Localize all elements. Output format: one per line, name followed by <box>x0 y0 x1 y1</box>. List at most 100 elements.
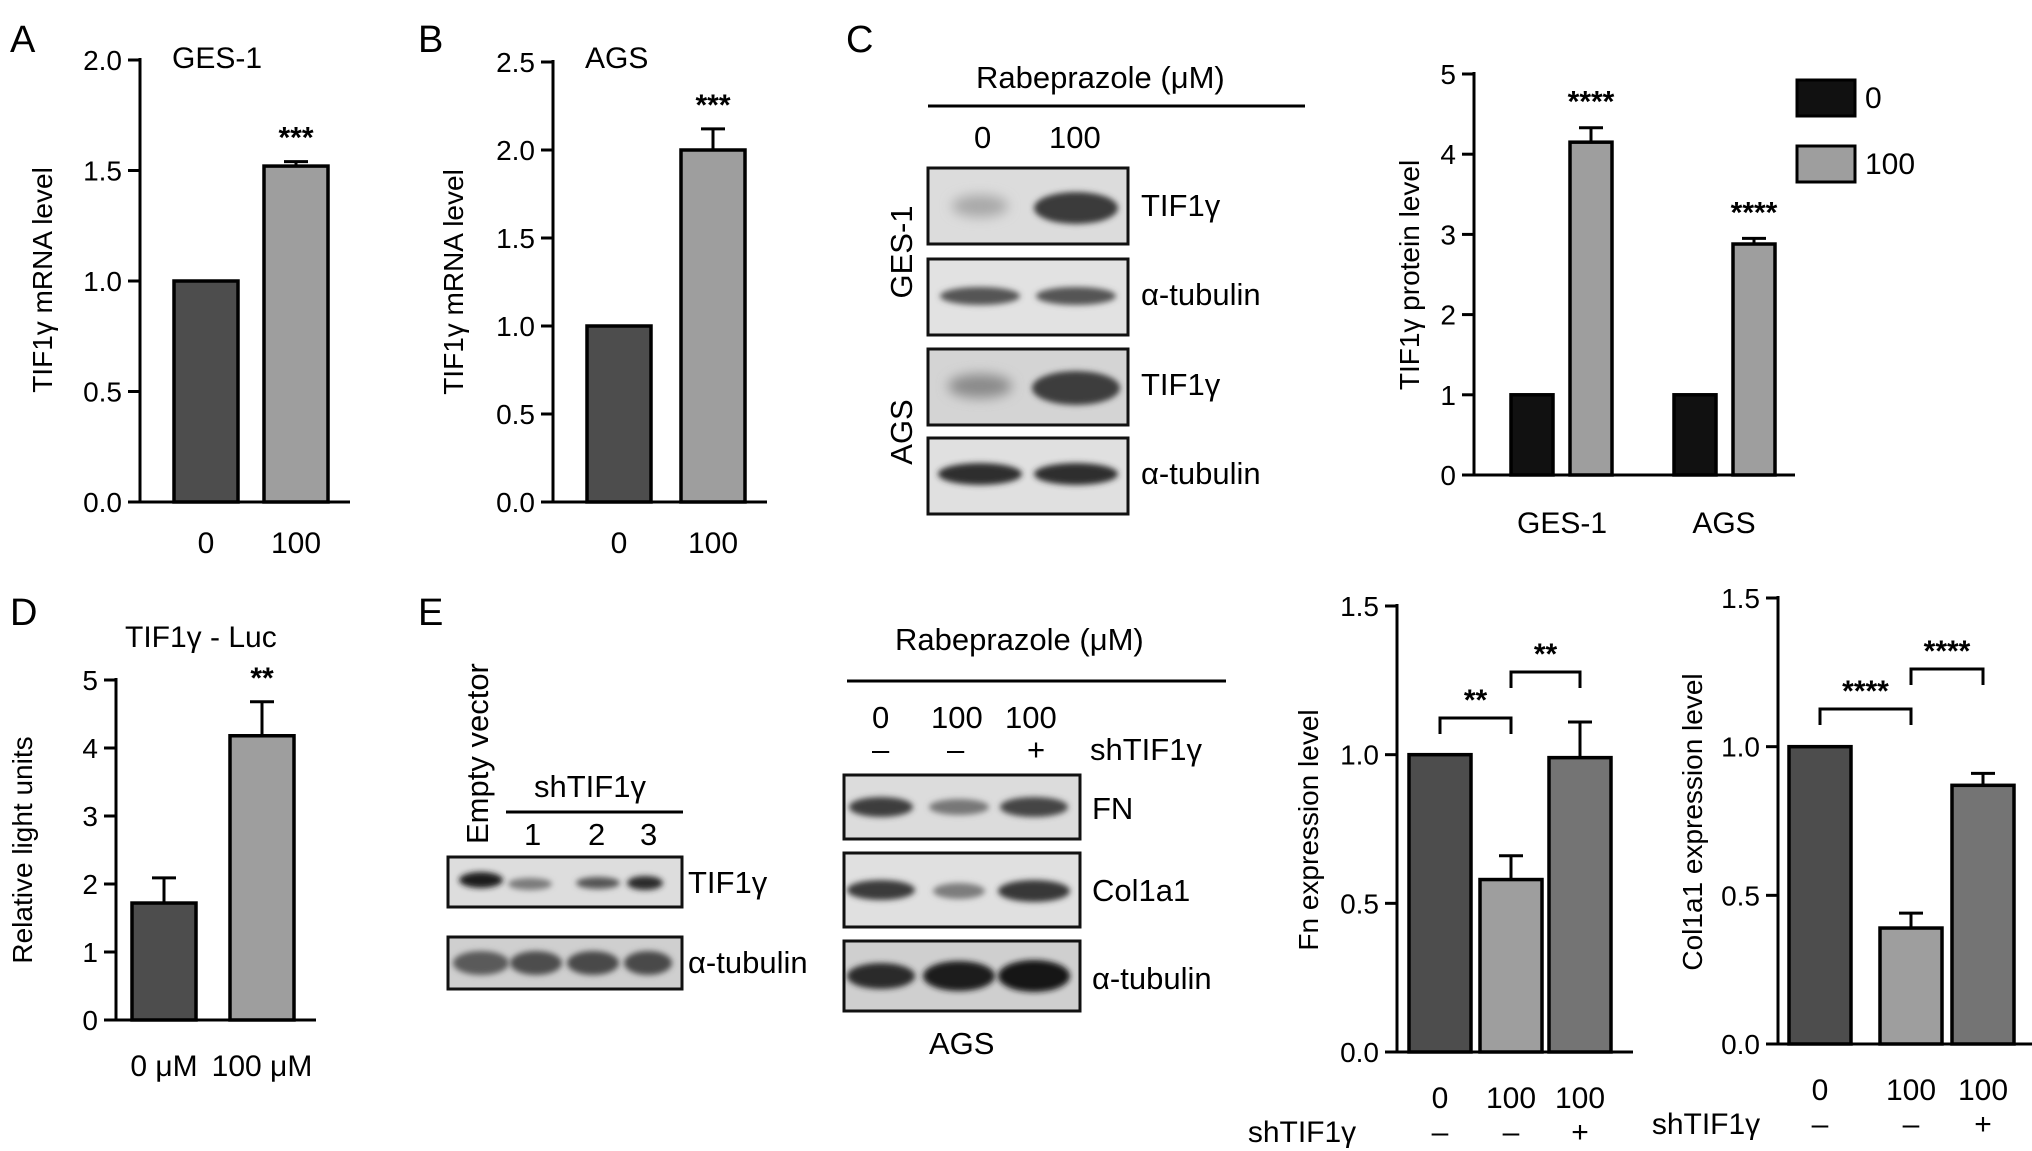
y-tick-label: 2.0 <box>496 135 535 166</box>
panel-label-a: A <box>10 19 36 61</box>
x-tick-label: 0 <box>611 527 628 560</box>
blot-c-cellline-ges1: GES-1 <box>884 205 919 298</box>
significance-bracket <box>1818 707 1913 725</box>
blot-e-lane-2: 2 <box>588 817 605 852</box>
significance-bracket <box>1909 667 1985 685</box>
blot-e-empty-vector: Empty vector <box>460 663 495 844</box>
x-tick-label: 100 <box>1486 1082 1536 1115</box>
y-tick-label: 1 <box>1440 380 1456 411</box>
x-tick-label: 100 <box>688 527 738 560</box>
chart-title: AGS <box>585 42 648 75</box>
bar <box>1731 242 1777 477</box>
y-tick-label: 0.0 <box>83 487 122 518</box>
significance-label: ** <box>250 662 274 695</box>
bar <box>1950 783 2016 1046</box>
blot-e-right-dose-1: 100 <box>931 700 983 735</box>
blot-e-right-dose-2: 100 <box>1005 700 1057 735</box>
blot-e-left: Empty vector shTIF1γ 1 2 3 TIF1γ α-tubul… <box>446 663 808 991</box>
y-axis-label: TIF1γ mRNA level <box>438 169 469 395</box>
y-tick-label: 3 <box>1440 219 1456 250</box>
y-tick-label: 1.0 <box>83 266 122 297</box>
blot-c-header: Rabeprazole (μM) <box>976 60 1225 95</box>
y-tick-label: 1.5 <box>1340 591 1379 622</box>
panel-label-c: C <box>846 19 873 61</box>
y-tick-label: 0 <box>82 1005 98 1036</box>
y-tick-label: 0.5 <box>1340 888 1379 919</box>
y-axis-label: TIF1γ mRNA level <box>27 167 58 393</box>
bar <box>1787 744 1853 1046</box>
blot-e-right-sign-2: + <box>1027 732 1045 767</box>
y-tick-label: 0.5 <box>83 377 122 408</box>
y-tick-label: 4 <box>82 733 98 764</box>
blot-e-right-cellline: AGS <box>929 1026 994 1061</box>
y-tick-label: 1 <box>82 937 98 968</box>
bar <box>1478 877 1544 1054</box>
bar <box>172 279 240 504</box>
x-tick-label: 0 <box>1432 1082 1449 1115</box>
y-tick-label: 4 <box>1440 139 1456 170</box>
shtif1g-row-label: shTIF1γ <box>1248 1116 1356 1149</box>
blot-e-right-header: Rabeprazole (μM) <box>895 622 1144 657</box>
chart-title: TIF1γ - Luc <box>125 621 277 654</box>
panel-label-d: D <box>10 592 37 634</box>
blot-c-strip-ges1-tubulin <box>926 257 1130 337</box>
x-tick-label: 100 μM <box>212 1050 313 1083</box>
blot-e-left-strip-tubulin <box>446 935 684 991</box>
y-tick-label: 0 <box>1440 460 1456 491</box>
bar <box>262 164 330 504</box>
x-tick-label: 100 <box>1886 1074 1936 1107</box>
panel-label-e: E <box>418 592 443 634</box>
blot-e-lane-1: 1 <box>524 817 541 852</box>
chart-title: GES-1 <box>172 42 262 75</box>
blot-e-left-band-label-1: α-tubulin <box>688 945 808 980</box>
blot-c-band-label-0: TIF1γ <box>1141 188 1221 223</box>
chart-d-luciferase: 0 1 2 3 4 5 Relative light units TIF1γ - Luc 0 μ… <box>7 621 316 1083</box>
treatment-sign: – <box>1812 1108 1829 1141</box>
y-axis-label: Col1a1 expression level <box>1677 673 1708 970</box>
blot-c-band-label-2: TIF1γ <box>1141 367 1221 402</box>
significance-label: *** <box>278 122 313 155</box>
chart-c-protein-level: 0 1 2 3 4 5 TIF1γ protein level **** GES-1 **** AG… <box>1394 59 1795 540</box>
blot-c-lane-100: 100 <box>1049 120 1101 155</box>
y-tick-label: 2 <box>1440 300 1456 331</box>
blot-c-strip-ags-tif1g <box>926 347 1130 427</box>
y-tick-label: 0.0 <box>496 487 535 518</box>
x-tick-label: 100 <box>1958 1074 2008 1107</box>
y-tick-label: 3 <box>82 801 98 832</box>
y-tick-label: 0.0 <box>1721 1029 1760 1060</box>
shtif1g-row-label: shTIF1γ <box>1652 1108 1760 1141</box>
bar <box>1509 393 1555 477</box>
y-tick-label: 1.5 <box>496 223 535 254</box>
bar <box>585 324 653 504</box>
treatment-sign: – <box>1432 1116 1449 1149</box>
y-tick-label: 5 <box>1440 59 1456 90</box>
x-tick-label: 0 <box>1812 1074 1829 1107</box>
significance-label: ** <box>1464 684 1488 717</box>
treatment-sign: – <box>1903 1108 1920 1141</box>
significance-label: **** <box>1924 635 1971 668</box>
blot-c: Rabeprazole (μM) 0 100 TIF1γ α-tubulin T… <box>884 60 1305 516</box>
legend-swatch-0 <box>1795 78 1857 118</box>
treatment-sign: + <box>1571 1116 1589 1149</box>
blot-e-right-band-label-1: Col1a1 <box>1092 873 1190 908</box>
blot-e-sh-label: shTIF1γ <box>534 769 646 804</box>
blot-e-right-strip-tubulin <box>842 939 1082 1013</box>
legend-c: 0 100 <box>1795 78 1915 184</box>
bar <box>1407 752 1473 1054</box>
treatment-sign: + <box>1974 1108 1992 1141</box>
blot-e-right: Rabeprazole (μM) 0 100 100 – – + shTIF1γ… <box>842 622 1226 1061</box>
legend-swatch-100 <box>1795 144 1857 184</box>
blot-e-right-sign-1: – <box>947 732 965 767</box>
significance-label: **** <box>1731 196 1778 229</box>
blot-e-right-strip-col1a1 <box>842 851 1082 929</box>
bar <box>1878 926 1944 1046</box>
y-tick-label: 2.0 <box>83 45 122 76</box>
blot-c-lane-0: 0 <box>974 120 991 155</box>
significance-bracket <box>1438 716 1513 734</box>
panel-label-b: B <box>418 19 443 61</box>
y-tick-label: 1.5 <box>83 156 122 187</box>
blot-e-right-dose-0: 0 <box>872 700 889 735</box>
significance-bracket <box>1509 670 1582 688</box>
significance-label: ** <box>1534 638 1558 671</box>
